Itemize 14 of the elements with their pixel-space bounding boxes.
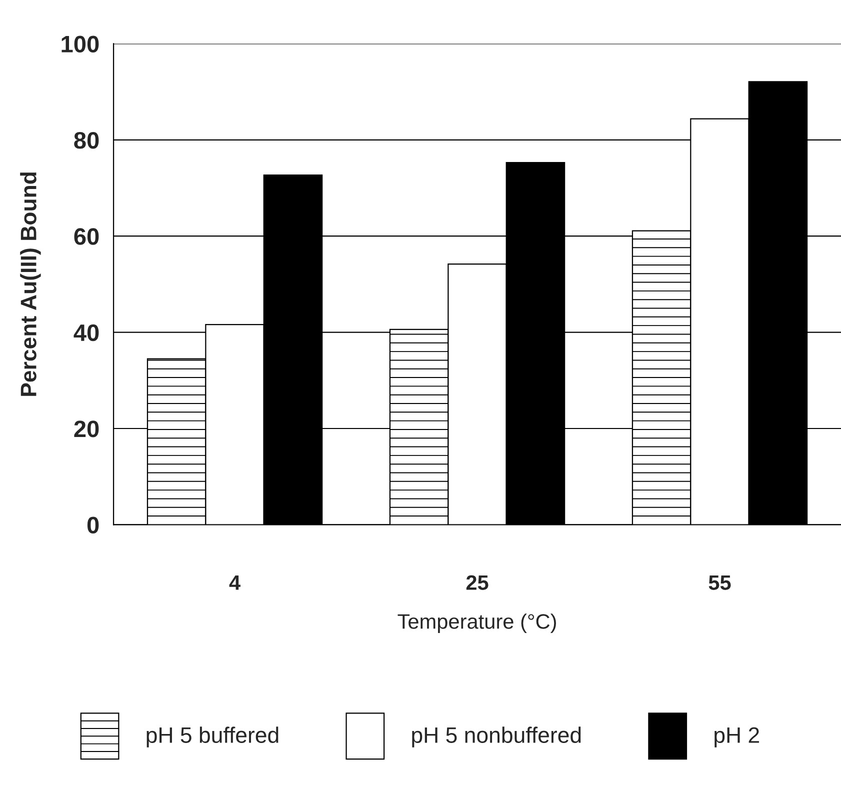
y-tick-label: 40 [74, 324, 99, 342]
x-tick-label: 55 [708, 575, 731, 590]
y-tick-label: 100 [62, 36, 99, 53]
x-axis-title: Temperature (°C) [398, 614, 556, 633]
y-tick-label: 0 [87, 516, 99, 534]
y-axis-title: Percent Au(III) Bound [20, 172, 41, 396]
legend-label: pH 2 [714, 727, 759, 748]
legend-label: pH 5 buffered [146, 726, 278, 748]
y-tick-label: 60 [74, 228, 99, 245]
x-tick-label: 4 [229, 575, 240, 590]
y-tick-label: 20 [74, 420, 99, 438]
x-tick-label: 25 [466, 575, 488, 590]
legend-label: pH 5 nonbuffered [412, 726, 581, 748]
y-tick-label: 80 [74, 132, 99, 149]
